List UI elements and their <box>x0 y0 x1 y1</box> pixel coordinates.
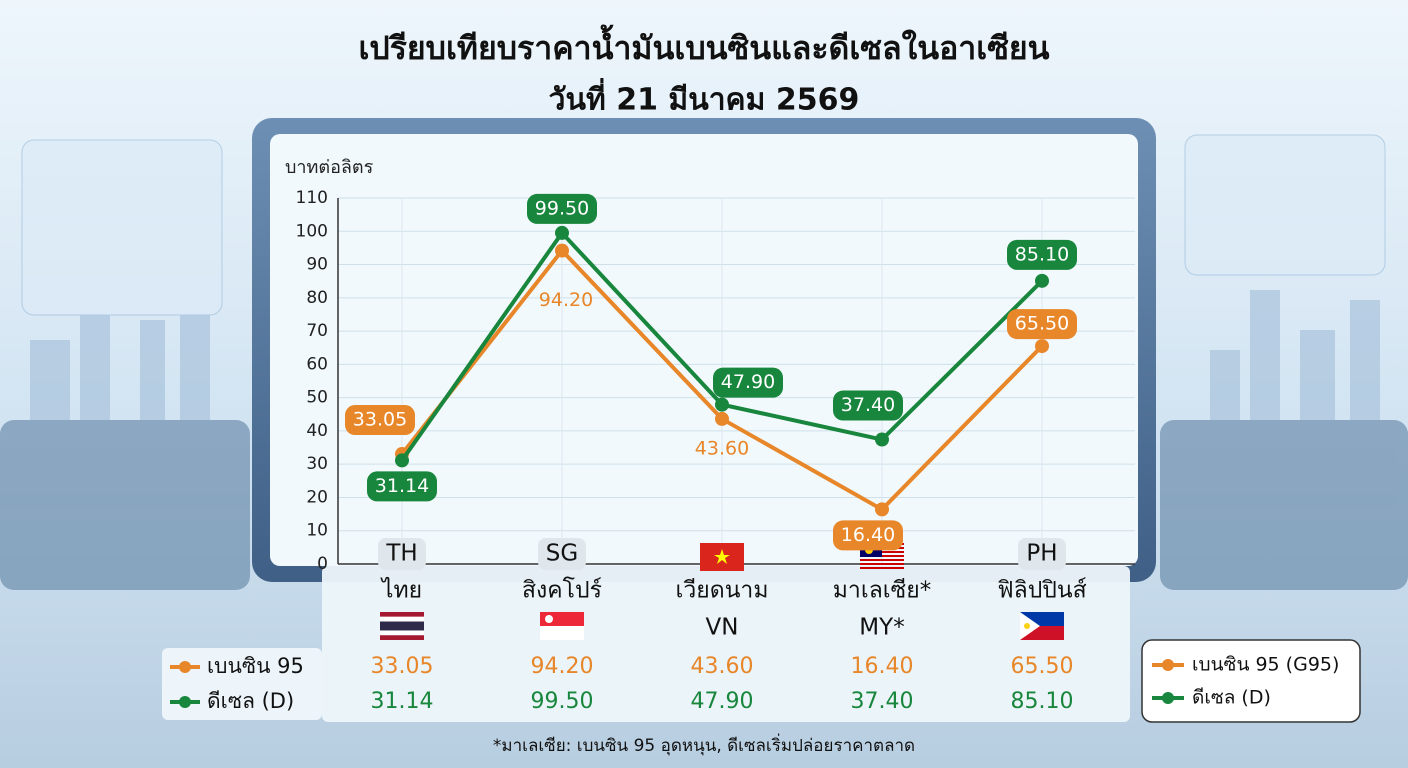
legend-marker-dot <box>1162 659 1174 671</box>
y-tick-label: 20 <box>306 487 328 507</box>
value-label-box <box>1007 309 1077 340</box>
value-label-box <box>345 405 415 436</box>
data-point <box>1035 273 1049 288</box>
flag <box>700 543 744 571</box>
category-label: ฟิลิปปินส์ <box>997 577 1086 604</box>
data-point <box>715 397 729 412</box>
y-tick-label: 90 <box>306 255 328 275</box>
data-point <box>555 225 569 240</box>
data-point <box>395 453 409 468</box>
y-tick-label: 30 <box>306 454 328 474</box>
flag-stripe <box>380 616 424 622</box>
value-label: 65.50 <box>1015 313 1069 335</box>
legend-box <box>1141 639 1361 723</box>
table-value: 47.90 <box>691 689 754 714</box>
y-axis-label: บาทต่อลิตร <box>285 157 374 178</box>
flag-sun <box>1024 623 1030 629</box>
y-tick-label: 110 <box>296 188 328 208</box>
data-point <box>875 502 889 517</box>
value-label: 31.14 <box>375 475 429 497</box>
data-point <box>1035 339 1049 354</box>
flag-stripe <box>380 621 424 631</box>
y-tick-label: 80 <box>306 288 328 308</box>
decor-right <box>1160 134 1408 590</box>
value-label: 37.40 <box>841 394 895 416</box>
table-marker-dot <box>179 661 191 673</box>
table-value: 99.50 <box>531 689 594 714</box>
table-marker-dot <box>179 696 191 708</box>
code-badge <box>1018 538 1066 570</box>
table-value: 37.40 <box>851 689 914 714</box>
data-point <box>715 411 729 426</box>
category-code: VN <box>706 615 739 641</box>
value-label-box <box>367 471 437 502</box>
value-label: 43.60 <box>695 437 749 459</box>
code-badge <box>538 538 586 570</box>
data-point <box>875 432 889 447</box>
table-label-panel <box>162 648 322 720</box>
y-tick-label: 10 <box>306 521 328 541</box>
category-panel <box>322 566 1130 722</box>
flag-moon <box>545 615 553 623</box>
decor-left <box>0 139 250 590</box>
category-label: สิงคโปร์ <box>522 577 602 604</box>
plot-panel <box>270 134 1138 566</box>
table-value: 31.14 <box>371 689 434 714</box>
table-row-label: เบนซิน 95 <box>207 654 304 678</box>
table-row-label: ดีเซล (D) <box>207 689 294 713</box>
table-value: 43.60 <box>691 654 754 679</box>
legend-marker-dot <box>1162 692 1174 704</box>
table-value: 65.50 <box>1011 654 1074 679</box>
flag-stripe <box>540 626 584 640</box>
table-value: 94.20 <box>531 654 594 679</box>
table-value: 85.10 <box>1011 689 1074 714</box>
category-label: มาเลเซีย* <box>833 578 931 604</box>
category-label: เวียดนาม <box>676 578 769 604</box>
value-label: 85.10 <box>1015 243 1069 265</box>
y-tick-label: 100 <box>296 221 328 241</box>
category-code: SG <box>546 541 578 567</box>
data-point <box>555 243 569 258</box>
flag-stripe <box>860 563 904 565</box>
table-value: 33.05 <box>371 654 434 679</box>
y-tick-label: 40 <box>306 421 328 441</box>
y-tick-label: 60 <box>306 354 328 374</box>
category-label: ไทย <box>380 577 422 604</box>
flag-stripe <box>380 612 424 617</box>
category-code: PH <box>1026 541 1057 567</box>
flag-stripe <box>540 612 584 626</box>
value-label: 47.90 <box>721 371 775 393</box>
value-label: 16.40 <box>841 524 895 546</box>
category-code: MY* <box>859 615 904 641</box>
value-label: 99.50 <box>535 197 589 219</box>
value-label: 94.20 <box>539 289 593 311</box>
y-tick-label: 70 <box>306 321 328 341</box>
table-value: 16.40 <box>851 654 914 679</box>
value-label-box <box>713 367 783 398</box>
legend-label: ดีเซล (D) <box>1192 687 1271 709</box>
value-label-box <box>1007 239 1077 270</box>
y-tick-label: 50 <box>306 388 328 408</box>
value-label-box <box>833 390 903 421</box>
legend-label: เบนซิน 95 (G95) <box>1192 654 1339 676</box>
flag-star <box>714 549 730 564</box>
code-badge <box>378 538 426 570</box>
flag-stripe <box>860 559 904 561</box>
chart-title: เปรียบเทียบราคาน้ำมันเบนซินและดีเซลในอาเ… <box>358 24 1049 67</box>
value-label: 33.05 <box>353 409 407 431</box>
chart-subtitle: วันที่ 21 มีนาคม 2569 <box>549 78 860 118</box>
flag-stripe <box>380 630 424 636</box>
flag <box>1020 612 1064 640</box>
footnote: *มาเลเซีย: เบนซิน 95 อุดหนุน, ดีเซลเริ่ม… <box>493 733 915 756</box>
y-tick-label: 0 <box>317 554 328 574</box>
category-code: TH <box>385 541 417 567</box>
flag <box>380 612 424 640</box>
value-label-box <box>833 520 903 551</box>
value-label-box <box>527 193 597 224</box>
flag-stripe <box>860 567 904 569</box>
flag <box>540 612 584 640</box>
flag-stripe <box>380 635 424 640</box>
